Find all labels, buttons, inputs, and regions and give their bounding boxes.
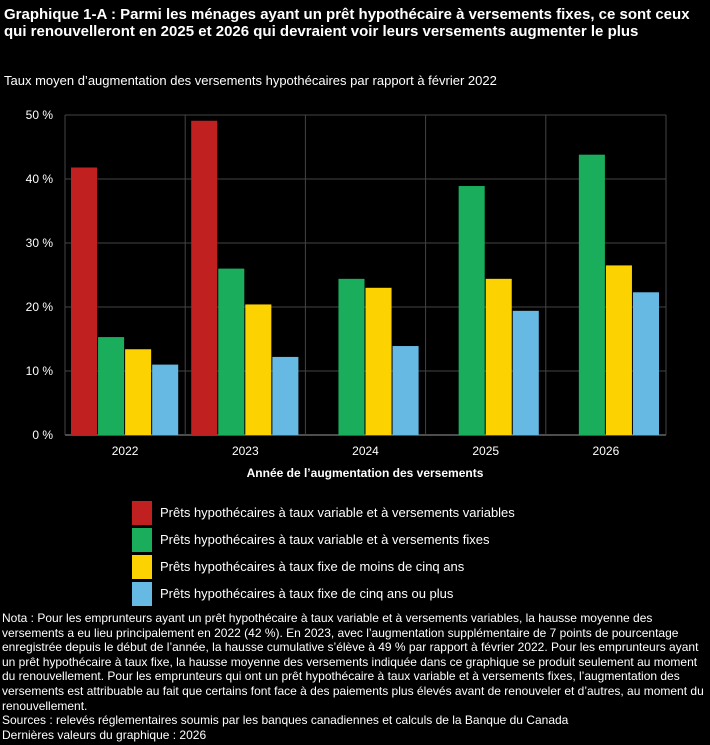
y-tick-label: 50 % <box>26 108 54 122</box>
chart-subtitle: Taux moyen d’augmentation des versements… <box>4 73 497 88</box>
legend: Prêts hypothécaires à taux variable et à… <box>132 499 515 607</box>
bar <box>365 287 392 435</box>
chart-note: Nota : Pour les emprunteurs ayant un prê… <box>2 611 704 713</box>
y-tick-label: 20 % <box>26 300 54 314</box>
legend-item: Prêts hypothécaires à taux fixe de cinq … <box>132 580 515 607</box>
y-tick-label: 40 % <box>26 172 54 186</box>
legend-item: Prêts hypothécaires à taux variable et à… <box>132 499 515 526</box>
x-tick-label: 2023 <box>232 444 259 458</box>
legend-label: Prêts hypothécaires à taux variable et à… <box>160 505 515 520</box>
bar-chart: 0 % 10 % 20 % 30 % 40 % 50 % 2022 2023 2024 2025 2… <box>26 108 667 480</box>
chart-sources: Sources : relevés réglementaires soumis … <box>2 713 569 728</box>
chart-last-values: Dernières valeurs du graphique : 2026 <box>2 727 207 742</box>
legend-swatch <box>132 581 152 606</box>
bar <box>512 310 539 435</box>
legend-swatch <box>132 527 152 552</box>
bar <box>98 337 125 435</box>
legend-item: Prêts hypothécaires à taux fixe de moins… <box>132 553 515 580</box>
y-tick-label: 0 % <box>32 428 53 442</box>
axis-layer: 0 % 10 % 20 % 30 % 40 % 50 % 2022 2023 2024 2025 2… <box>26 108 620 458</box>
legend-swatch <box>132 554 152 579</box>
bar <box>578 154 605 435</box>
x-tick-label: 2022 <box>112 444 139 458</box>
bar <box>632 292 659 435</box>
note-block: Nota : Pour les emprunteurs ayant un prê… <box>2 611 708 742</box>
bar <box>605 265 632 435</box>
legend-item: Prêts hypothécaires à taux variable et à… <box>132 526 515 553</box>
x-tick-label: 2024 <box>352 444 379 458</box>
bar <box>338 278 365 435</box>
legend-swatch <box>132 500 152 525</box>
bar <box>392 346 419 435</box>
bar <box>272 356 299 435</box>
bar-layer <box>71 120 659 435</box>
y-tick-label: 30 % <box>26 236 54 250</box>
bar <box>191 120 218 435</box>
x-axis-label: Année de l’augmentation des versements <box>247 466 484 480</box>
bar <box>218 268 245 435</box>
bar <box>485 278 512 435</box>
x-tick-label: 2026 <box>593 444 620 458</box>
bar <box>245 304 272 435</box>
x-tick-label: 2025 <box>472 444 499 458</box>
bar <box>458 186 485 435</box>
bar <box>125 349 152 435</box>
legend-label: Prêts hypothécaires à taux variable et à… <box>160 532 490 547</box>
y-tick-label: 10 % <box>26 364 54 378</box>
legend-label: Prêts hypothécaires à taux fixe de moins… <box>160 559 465 574</box>
chart-title: Graphique 1-A : Parmi les ménages ayant … <box>4 6 690 40</box>
bar <box>152 364 179 435</box>
bar <box>71 167 98 435</box>
legend-label: Prêts hypothécaires à taux fixe de cinq … <box>160 586 454 601</box>
